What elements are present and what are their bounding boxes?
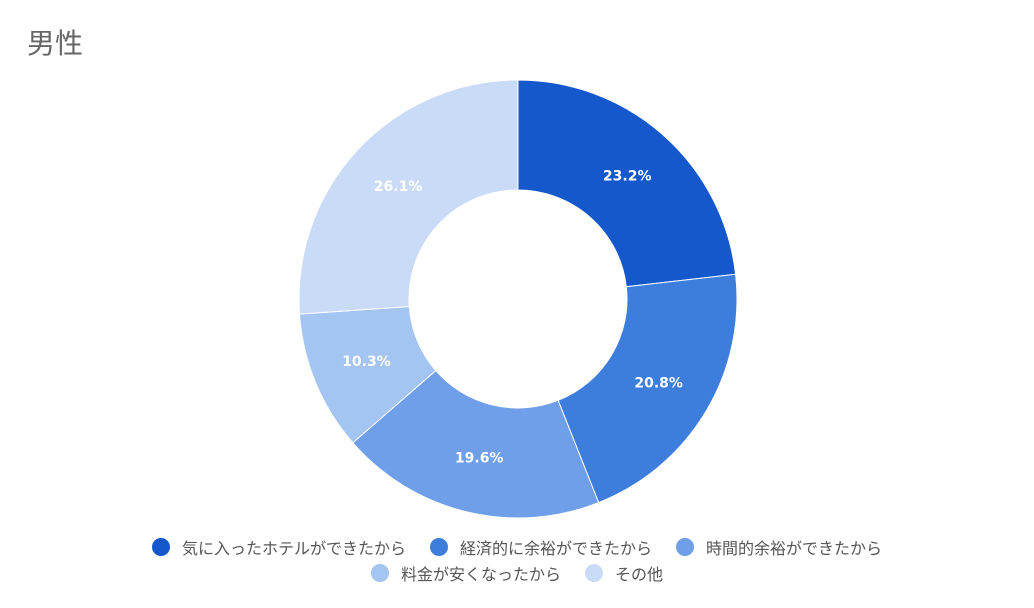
- legend-swatch: [585, 564, 603, 582]
- legend-label: 時間的余裕ができたから: [706, 539, 883, 558]
- legend-label: 気に入ったホテルができたから: [181, 539, 406, 558]
- slice-value-label: 19.6%: [455, 450, 504, 466]
- legend-swatch: [676, 538, 694, 556]
- legend-swatch: [370, 564, 389, 582]
- donut-slice[interactable]: [517, 79, 737, 288]
- donut-slice[interactable]: [352, 369, 600, 519]
- legend-swatch: [429, 538, 448, 556]
- legend-item[interactable]: 料金が安くなったから: [370, 561, 561, 585]
- legend-label: その他: [615, 565, 664, 584]
- slice-value-label: 26.1%: [374, 179, 423, 195]
- legend-item[interactable]: その他: [585, 561, 663, 585]
- legend-item[interactable]: 気に入ったホテルができたから: [151, 535, 406, 559]
- donut-chart: 23.2% 20.8% 19.6% 10.3% 26.1%: [298, 79, 738, 519]
- donut-slice[interactable]: [298, 79, 519, 315]
- legend-row-1: 気に入ったホテルができたから 経済的に余裕ができたから 時間的余裕ができたから: [0, 535, 1034, 559]
- legend-item[interactable]: 時間的余裕ができたから: [676, 535, 882, 559]
- slice-value-label: 10.3%: [342, 354, 391, 370]
- legend-item[interactable]: 経済的に余裕ができたから: [429, 535, 652, 559]
- legend-row-2: 料金が安くなったから その他: [0, 561, 1034, 585]
- legend-label: 経済的に余裕ができたから: [459, 539, 652, 558]
- legend-label: 料金が安くなったから: [400, 565, 561, 584]
- slice-value-label: 23.2%: [603, 169, 652, 185]
- chart-title: 男性: [27, 27, 84, 60]
- slice-value-label: 20.8%: [634, 375, 683, 391]
- donut-slice[interactable]: [557, 273, 738, 504]
- legend-swatch: [151, 538, 170, 556]
